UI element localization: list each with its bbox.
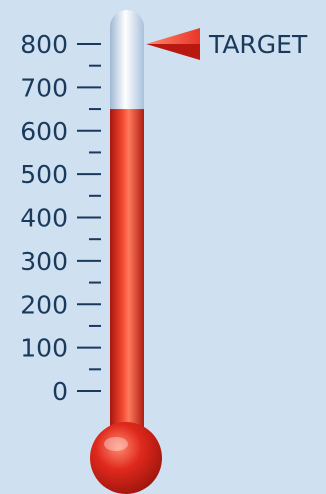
target-label: TARGET — [208, 30, 308, 59]
bulb-highlight — [104, 437, 128, 451]
mercury-fill — [110, 109, 144, 458]
target-marker: TARGET — [146, 28, 308, 60]
target-flag-lower — [146, 44, 200, 60]
tick-label: 400 — [20, 204, 68, 233]
tick-label: 200 — [20, 290, 68, 319]
tick-label: 600 — [20, 117, 68, 146]
tick-label: 500 — [20, 160, 68, 189]
tick-label: 800 — [20, 30, 68, 59]
thermometer-tube — [90, 10, 162, 494]
target-flag-upper — [146, 28, 200, 44]
thermometer-bulb — [90, 422, 162, 494]
tick-label: 0 — [52, 377, 68, 406]
tick-label: 100 — [20, 334, 68, 363]
tick-label: 300 — [20, 247, 68, 276]
tick-label: 700 — [20, 73, 68, 102]
axis: 0 100 200 300 400 500 600 700 800 — [20, 30, 101, 406]
